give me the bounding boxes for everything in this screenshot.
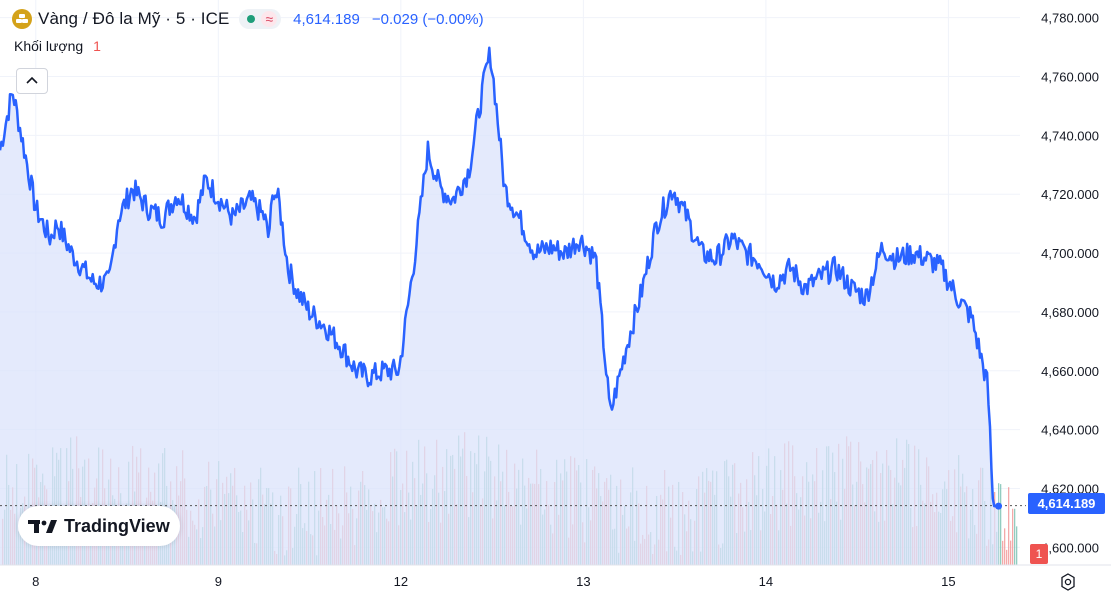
delayed-data-icon: ≈ [261, 11, 278, 27]
price-change: −0.029 (−0.00%) [371, 10, 484, 28]
volume-bar [1000, 484, 1002, 565]
x-axis: 8 9 12 13 14 15 [0, 564, 1111, 589]
y-tick-label: 4,660.000 [1041, 364, 1099, 379]
gold-bars-icon [12, 9, 32, 29]
x-tick-label: 15 [941, 574, 955, 589]
volume-bar [1012, 508, 1014, 565]
volume-bar [1006, 549, 1008, 565]
last-price: 4,614.189 [293, 10, 360, 28]
tradingview-logo-text: TradingView [64, 515, 170, 536]
volume-bar [1014, 508, 1016, 565]
volume-bar [1004, 528, 1006, 565]
tradingview-logo[interactable]: TradingView [18, 506, 180, 546]
y-tick-label: 4,760.000 [1041, 70, 1099, 85]
volume-bar [1008, 487, 1010, 565]
symbol-header: Vàng / Đô la Mỹ · 5 · ICE ≈ 4,614.189 −0… [12, 8, 484, 30]
volume-label: Khối lượng [14, 38, 84, 54]
x-tick-label: 12 [394, 574, 408, 589]
volume-value: 1 [93, 38, 101, 54]
market-open-icon [247, 15, 256, 23]
volume-bar [998, 483, 1000, 565]
chevron-up-icon [26, 76, 38, 84]
volume-bar [1002, 540, 1004, 565]
y-tick-label: 4,600.000 [1041, 540, 1099, 555]
y-tick-label: 4,700.000 [1041, 246, 1099, 261]
tradingview-logo-icon [28, 520, 57, 533]
price-area [0, 47, 999, 566]
volume-bar [1010, 540, 1012, 565]
y-tick-label: 4,640.000 [1041, 423, 1099, 438]
volume-bar [1016, 526, 1018, 565]
x-tick-label: 8 [32, 574, 39, 589]
y-tick-label: 4,620.000 [1041, 481, 1099, 496]
x-tick-label: 9 [215, 574, 222, 589]
symbol-title[interactable]: Vàng / Đô la Mỹ · 5 · ICE [38, 9, 230, 28]
collapse-legend-button[interactable] [16, 68, 48, 94]
last-price-dot [995, 502, 1003, 510]
gear-icon[interactable] [1058, 572, 1078, 592]
last-price-badge: 4,614.189 [1028, 493, 1105, 514]
market-status[interactable]: ≈ [239, 9, 282, 29]
volume-indicator-legend[interactable]: Khối lượng 1 [14, 38, 101, 54]
y-tick-label: 4,680.000 [1041, 305, 1099, 320]
y-tick-label: 4,740.000 [1041, 128, 1099, 143]
volume-badge: 1 [1030, 544, 1048, 564]
x-tick-label: 13 [576, 574, 590, 589]
y-tick-label: 4,720.000 [1041, 187, 1099, 202]
x-tick-label: 14 [759, 574, 773, 589]
y-tick-label: 4,780.000 [1041, 11, 1099, 26]
y-axis: 4,600.000 4,620.000 4,640.000 4,660.000 4,68… [1041, 11, 1099, 556]
price-line [0, 46, 999, 508]
